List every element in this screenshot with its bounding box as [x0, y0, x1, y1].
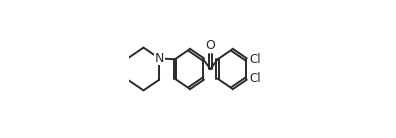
Text: Cl: Cl: [249, 53, 261, 66]
Text: O: O: [206, 39, 215, 52]
Text: N: N: [154, 52, 164, 65]
Text: Cl: Cl: [249, 72, 261, 85]
